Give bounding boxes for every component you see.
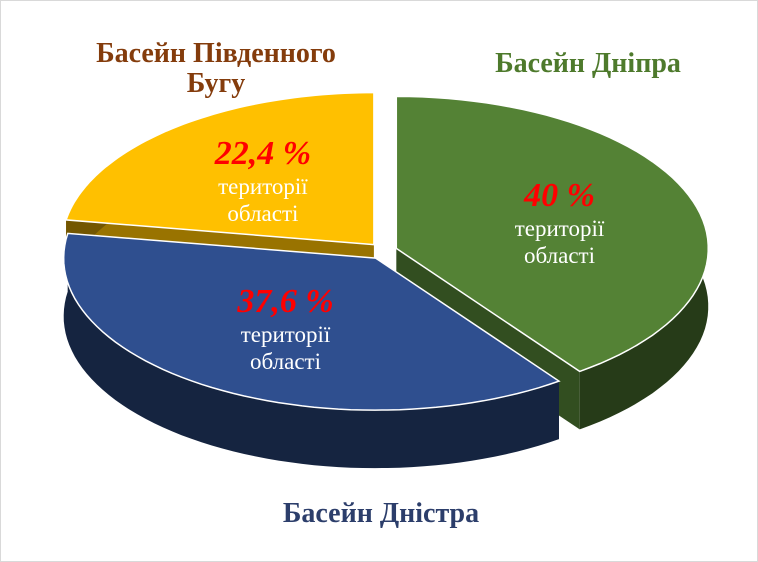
slice xyxy=(65,91,375,246)
slice-label: 37,6 % території області xyxy=(216,283,356,375)
category-label: Басейн Дніпра xyxy=(495,48,681,79)
category-label: Басейн Дністра xyxy=(282,498,480,529)
category-label: Басейн Південного Бугу xyxy=(96,38,336,99)
slice-caption: території області xyxy=(240,322,331,375)
value-label: 40 % xyxy=(524,176,595,214)
slice-side xyxy=(63,233,559,469)
slice-caption: території області xyxy=(514,215,605,268)
slice-label: 40 % території області xyxy=(490,177,630,269)
slice-label: 22,4 % території області xyxy=(193,135,333,227)
value-label: 37,6 % xyxy=(237,283,334,321)
slice xyxy=(62,232,561,411)
slice xyxy=(395,95,709,373)
slice-caption: території області xyxy=(218,173,308,226)
value-label: 22,4 % xyxy=(214,134,312,172)
